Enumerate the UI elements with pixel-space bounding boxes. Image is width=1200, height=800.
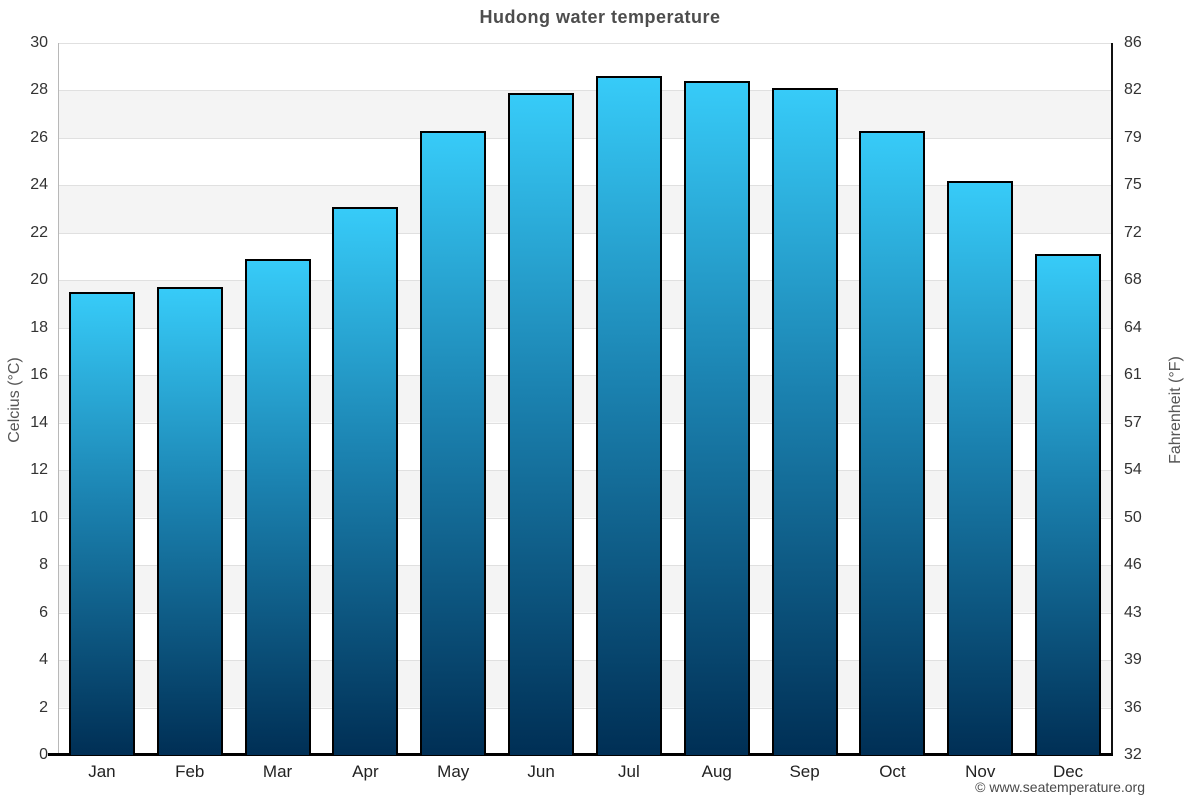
celsius-tick-label: 0 [39,746,48,763]
fahrenheit-tick-label: 50 [1124,508,1142,526]
celsius-tick-label: 2 [39,698,48,716]
gridline [58,43,1112,44]
celsius-tick-label: 4 [39,651,48,669]
gridline [58,660,1112,662]
month-tick-label: Aug [701,762,732,781]
x-axis-line [48,753,1113,756]
copyright-watermark: © www.seatemperature.org [975,779,1145,795]
gridline [58,137,1112,139]
celsius-tick-label: 22 [30,223,48,241]
month-tick-label: Jul [618,762,640,781]
fahrenheit-tick-label: 39 [1124,651,1142,669]
fahrenheit-tick-label: 61 [1124,366,1142,384]
month-tick-label: Jan [88,762,116,781]
celsius-tick-label: 12 [30,461,48,479]
chart-title: Hudong water temperature [479,7,721,27]
gridline [58,90,1112,92]
bar-jan [68,292,135,755]
bar-oct [859,130,926,755]
bar-jul [595,76,662,755]
bar-dec [1035,254,1102,755]
gridline [58,185,1112,187]
celsius-tick-label: 28 [30,81,48,99]
y-axis-line-left [58,43,59,755]
month-tick-label: Jun [527,762,555,781]
bar-may [420,130,487,755]
celsius-tick-label: 8 [39,556,48,574]
fahrenheit-tick-label: 75 [1124,176,1142,194]
month-tick-label: Apr [352,762,379,781]
month-tick-label: May [437,762,470,781]
fahrenheit-tick-label: 36 [1124,698,1142,716]
fahrenheit-tick-label: 86 [1124,34,1142,51]
celsius-tick-label: 20 [30,271,48,289]
month-tick-label: Oct [879,762,906,781]
bar-aug [683,80,750,755]
gridline [58,232,1112,234]
fahrenheit-tick-label: 82 [1124,81,1142,99]
month-tick-label: Sep [789,762,820,781]
plot-area [58,43,1112,755]
fahrenheit-tick-label: 54 [1124,461,1142,479]
celsius-tick-label: 30 [30,34,48,51]
celsius-tick-label: 18 [30,318,48,336]
celsius-tick-label: 26 [30,128,48,146]
month-tick-label: Dec [1052,762,1084,781]
gridline [58,375,1112,377]
celsius-tick-label: 24 [30,176,48,194]
gridline [58,517,1112,519]
month-tick-label: Mar [262,762,293,781]
gridline [58,612,1112,614]
fahrenheit-tick-label: 57 [1124,413,1142,431]
month-tick-label: Feb [175,762,205,781]
gridline [58,565,1112,567]
fahrenheit-tick-label: 46 [1124,556,1142,574]
fahrenheit-tick-label: 72 [1124,223,1142,241]
bar-nov [947,180,1014,755]
gridline [58,327,1112,329]
bar-mar [244,258,311,755]
gridline [58,470,1112,472]
fahrenheit-tick-label: 68 [1124,271,1142,289]
celsius-tick-label: 10 [30,508,48,526]
month-tick-label: Nov [965,762,996,781]
celsius-tick-label: 16 [30,366,48,384]
fahrenheit-tick-label: 43 [1124,603,1142,621]
celsius-tick-label: 6 [39,603,48,621]
fahrenheit-tick-label: 79 [1124,128,1142,146]
bar-jun [508,92,575,755]
gridline [58,280,1112,282]
bar-feb [156,287,223,755]
gridline [58,422,1112,424]
y-axis-line-right [1111,43,1113,755]
celsius-tick-label: 14 [30,413,48,431]
fahrenheit-tick-label: 32 [1124,746,1142,763]
gridline [58,707,1112,709]
bar-sep [771,88,838,755]
fahrenheit-tick-label: 64 [1124,318,1142,336]
bar-apr [332,206,399,755]
